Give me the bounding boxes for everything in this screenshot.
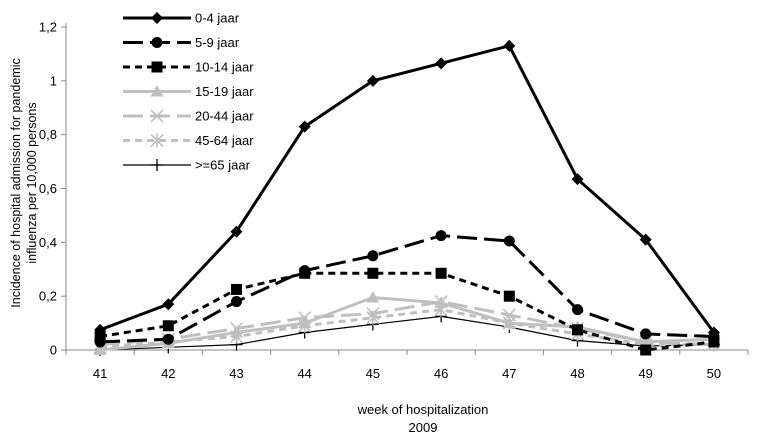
- data-point: [435, 57, 448, 70]
- legend-label: 15-19 jaar: [195, 84, 254, 99]
- data-point: [162, 320, 174, 332]
- data-point: [367, 267, 379, 279]
- series-line-15-19-jaar: [99, 296, 714, 352]
- legend-item-65-jaar: >=65 jaar: [123, 158, 251, 173]
- data-point: [502, 316, 516, 329]
- legend-marker: [150, 109, 164, 123]
- data-point: [503, 235, 515, 247]
- series-line-10-14-jaar: [99, 271, 715, 352]
- series-layer: [93, 39, 721, 356]
- legend-label: 45-64 jaar: [195, 133, 254, 148]
- legend-label: >=65 jaar: [195, 158, 251, 173]
- y-axis-title-line-2: influenza per 10,000 persons: [25, 102, 39, 263]
- legend: 0-4 jaar 5-9 jaar 10-14 jaar 15-19 jaar 20-4…: [123, 11, 254, 173]
- y-tick-label: 0: [50, 343, 57, 358]
- data-point: [298, 316, 312, 329]
- data-point: [230, 326, 243, 338]
- data-point: [94, 323, 107, 336]
- data-point: [162, 333, 174, 345]
- legend-label: 5-9 jaar: [195, 35, 240, 50]
- x-tick-label: 45: [366, 366, 380, 381]
- y-tick-label: 1: [50, 73, 57, 88]
- legend-marker: [151, 61, 163, 73]
- data-point: [434, 296, 448, 308]
- axes: 0 0,2 0,4 0,6 0,8 1 1,2 41 42 43 44 45 46 47 48 49 50: [39, 20, 749, 381]
- data-point: [572, 304, 583, 316]
- legend-marker: [150, 85, 164, 97]
- data-point: [503, 39, 516, 52]
- x-tick-label: 41: [93, 366, 107, 381]
- data-point: [502, 308, 516, 322]
- data-point: [640, 328, 652, 340]
- data-point: [230, 225, 243, 238]
- series-line-65-jaar: [100, 315, 714, 351]
- data-point: [299, 265, 311, 277]
- legend-item-0-4-jaar: 0-4 jaar: [123, 11, 240, 26]
- legend-label: 10-14 jaar: [195, 60, 254, 75]
- legend-label: 0-4 jaar: [195, 11, 240, 26]
- data-point: [94, 336, 106, 348]
- x-tick-label: 49: [638, 366, 652, 381]
- data-point: [93, 343, 107, 355]
- data-point: [572, 324, 583, 336]
- data-point: [435, 267, 447, 279]
- legend-marker: [151, 37, 163, 48]
- legend-item-5-9-jaar: 5-9 jaar: [123, 35, 240, 50]
- data-point: [231, 283, 242, 295]
- data-point: [639, 233, 652, 246]
- x-tick-label: 46: [434, 366, 448, 381]
- data-point: [571, 173, 584, 186]
- x-tick-label: 47: [502, 366, 516, 381]
- series-5-9-jaar: [94, 230, 720, 348]
- legend-marker: [151, 12, 163, 24]
- data-point: [367, 250, 379, 262]
- series-line-0-4-jaar: [99, 44, 716, 334]
- data-point: [298, 120, 311, 133]
- x-tick-label: 44: [297, 366, 311, 381]
- data-point: [435, 230, 447, 242]
- legend-marker: [151, 159, 163, 171]
- y-axis-title: Incidence of hospital admission for pand…: [9, 58, 39, 307]
- data-point: [162, 298, 175, 311]
- legend-marker: [150, 133, 164, 148]
- y-tick-label: 0,2: [39, 289, 57, 304]
- data-point: [639, 335, 653, 347]
- x-tick-label: 48: [570, 366, 584, 381]
- data-point: [366, 291, 380, 303]
- data-point: [231, 296, 242, 308]
- x-tick-label: 42: [161, 366, 175, 381]
- legend-item-45-64-jaar: 45-64 jaar: [123, 133, 254, 148]
- data-point: [503, 290, 515, 302]
- series-0-4-jaar: [94, 39, 720, 339]
- y-tick-label: 0,4: [39, 235, 57, 250]
- data-point: [366, 307, 380, 321]
- data-point: [707, 326, 720, 339]
- x-axis-title: week of hospitalization: [357, 402, 489, 417]
- y-tick-label: 1,2: [39, 20, 57, 35]
- series-65-jaar: [94, 310, 720, 356]
- data-point: [366, 74, 379, 87]
- data-point: [640, 344, 652, 356]
- y-tick-label: 0,8: [39, 127, 57, 142]
- x-tick-label: 50: [707, 366, 721, 381]
- y-tick-label: 0,6: [39, 181, 57, 196]
- y-axis-title-line-1: Incidence of hospital admission for pand…: [9, 58, 23, 307]
- x-axis-subtitle-year: 2009: [409, 420, 438, 435]
- legend-label: 20-44 jaar: [195, 109, 254, 124]
- x-tick-label: 43: [229, 366, 243, 381]
- legend-item-15-19-jaar: 15-19 jaar: [123, 84, 254, 99]
- series-line-5-9-jaar: [100, 234, 714, 344]
- legend-item-20-44-jaar: 20-44 jaar: [123, 109, 254, 124]
- legend-item-10-14-jaar: 10-14 jaar: [123, 60, 254, 75]
